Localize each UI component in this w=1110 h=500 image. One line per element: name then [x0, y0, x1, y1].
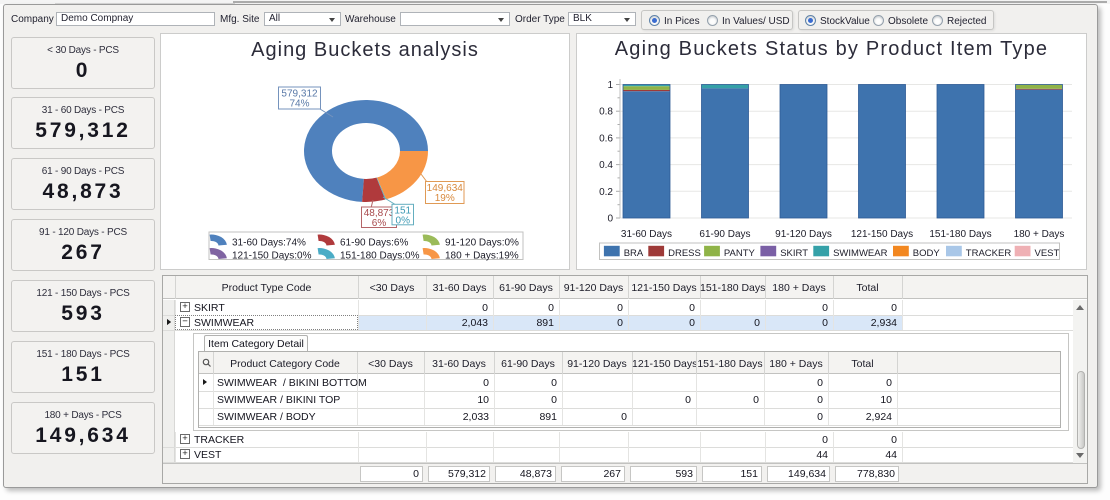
svg-text:121-150 Days: 121-150 Days — [851, 229, 913, 240]
svg-text:48,873: 48,873 — [364, 208, 395, 219]
svg-text:BRA: BRA — [624, 248, 644, 259]
svg-text:SKIRT: SKIRT — [780, 248, 808, 259]
svg-text:149,634: 149,634 — [427, 183, 464, 194]
svg-text:SWIMWEAR: SWIMWEAR — [833, 248, 887, 259]
svg-text:6%: 6% — [372, 218, 387, 229]
svg-text:91-120 Days:0%: 91-120 Days:0% — [445, 237, 519, 248]
svg-text:151-180 Days:0%: 151-180 Days:0% — [340, 251, 420, 262]
svg-text:61-90 Days: 61-90 Days — [699, 229, 750, 240]
svg-text:0: 0 — [607, 214, 613, 225]
svg-text:0.4: 0.4 — [599, 160, 613, 171]
svg-text:PANTY: PANTY — [724, 248, 756, 259]
svg-text:0.6: 0.6 — [599, 133, 613, 144]
svg-text:121-150 Days:0%: 121-150 Days:0% — [232, 251, 312, 262]
svg-text:1: 1 — [607, 80, 613, 91]
svg-text:74%: 74% — [289, 99, 309, 110]
svg-text:180 + Days:19%: 180 + Days:19% — [445, 251, 519, 262]
svg-text:BODY: BODY — [913, 248, 941, 259]
svg-text:19%: 19% — [435, 193, 455, 204]
svg-text:91-120 Days: 91-120 Days — [775, 229, 832, 240]
svg-text:0%: 0% — [396, 215, 411, 226]
svg-text:31-60 Days:74%: 31-60 Days:74% — [232, 237, 306, 248]
svg-text:579,312: 579,312 — [281, 89, 318, 100]
svg-text:0.2: 0.2 — [599, 187, 613, 198]
svg-text:180 + Days: 180 + Days — [1014, 229, 1065, 240]
svg-text:DRESS: DRESS — [668, 248, 701, 259]
svg-text:151: 151 — [394, 205, 411, 216]
svg-text:31-60 Days: 31-60 Days — [621, 229, 672, 240]
svg-text:0.8: 0.8 — [599, 107, 613, 118]
svg-text:VEST: VEST — [1035, 248, 1060, 259]
svg-text:151-180 Days: 151-180 Days — [929, 229, 991, 240]
svg-text:61-90 Days:6%: 61-90 Days:6% — [340, 237, 408, 248]
svg-text:TRACKER: TRACKER — [966, 248, 1012, 259]
